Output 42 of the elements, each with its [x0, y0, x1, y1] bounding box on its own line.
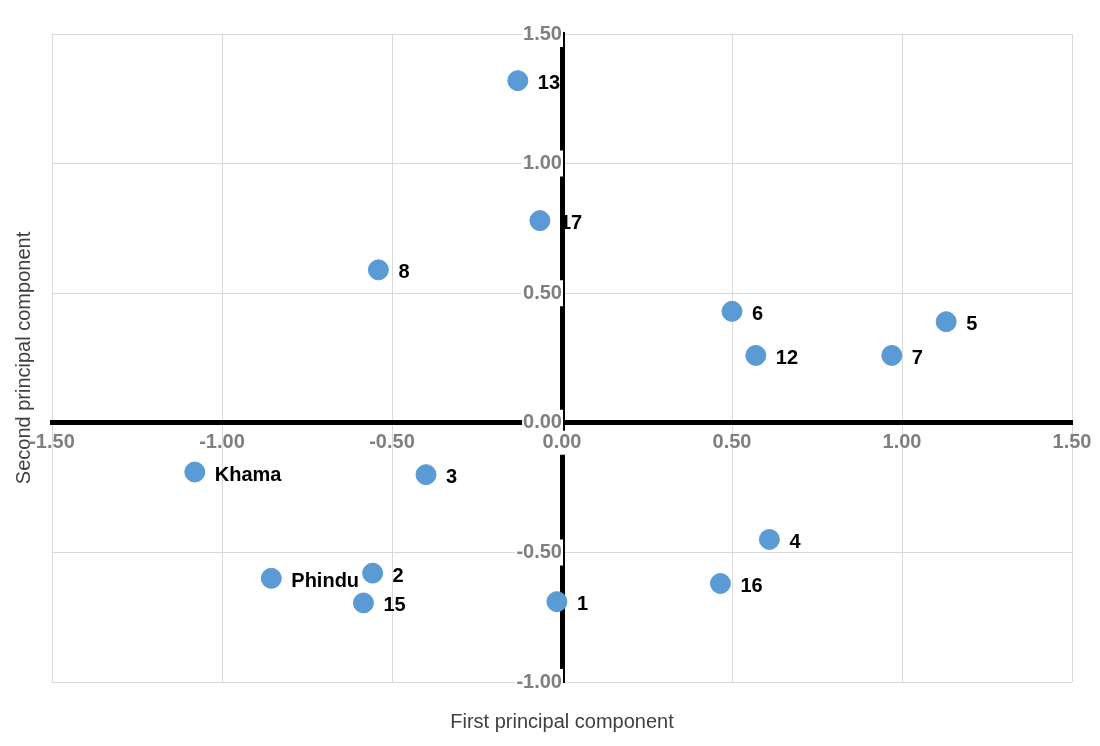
- point: [362, 562, 384, 584]
- annotation: 1: [576, 592, 589, 615]
- point: [507, 70, 529, 92]
- annotation: 16: [740, 574, 763, 597]
- y-tick-label: 0.50: [523, 280, 562, 303]
- x-tick-label: 1.50: [1052, 430, 1092, 453]
- y-tick-label: 0.00: [523, 410, 562, 433]
- x-axis-title: First principal component: [450, 709, 675, 732]
- annotation: 8: [398, 260, 410, 283]
- point: [260, 567, 282, 589]
- x-tick-label: -0.50: [369, 430, 415, 453]
- annotation: 13: [537, 71, 561, 94]
- point: [745, 344, 767, 366]
- x-tick-label: 0.50: [712, 430, 752, 453]
- point: [758, 528, 780, 550]
- point: [529, 210, 551, 232]
- point: [352, 592, 374, 614]
- point: [935, 311, 957, 333]
- y-tick-label: -1.00: [516, 669, 562, 692]
- annotation: Phindu: [291, 568, 360, 591]
- annotation: 6: [752, 301, 764, 324]
- point: [367, 259, 389, 281]
- point: [415, 464, 437, 486]
- point: [721, 300, 743, 322]
- point: [709, 573, 731, 594]
- y-tick-label: -0.50: [516, 539, 562, 562]
- annotation: 7: [911, 345, 923, 368]
- y-tick-label: 1.50: [523, 21, 562, 44]
- point: [881, 344, 903, 366]
- point: [184, 461, 206, 483]
- annotation: 12: [775, 345, 799, 368]
- annotation: 15: [383, 593, 406, 616]
- x-tick-label: -1.00: [199, 430, 245, 453]
- point: [546, 591, 568, 613]
- x-tick-label: 1.00: [882, 430, 922, 453]
- y-tick-label: 1.00: [523, 151, 562, 174]
- annotation: Khama: [214, 462, 283, 485]
- annotation: 5: [966, 312, 978, 335]
- x-tick-label: 0.00: [542, 430, 582, 453]
- annotation: 4: [789, 529, 802, 552]
- annotation: 2: [392, 563, 404, 586]
- annotation: 3: [446, 465, 458, 488]
